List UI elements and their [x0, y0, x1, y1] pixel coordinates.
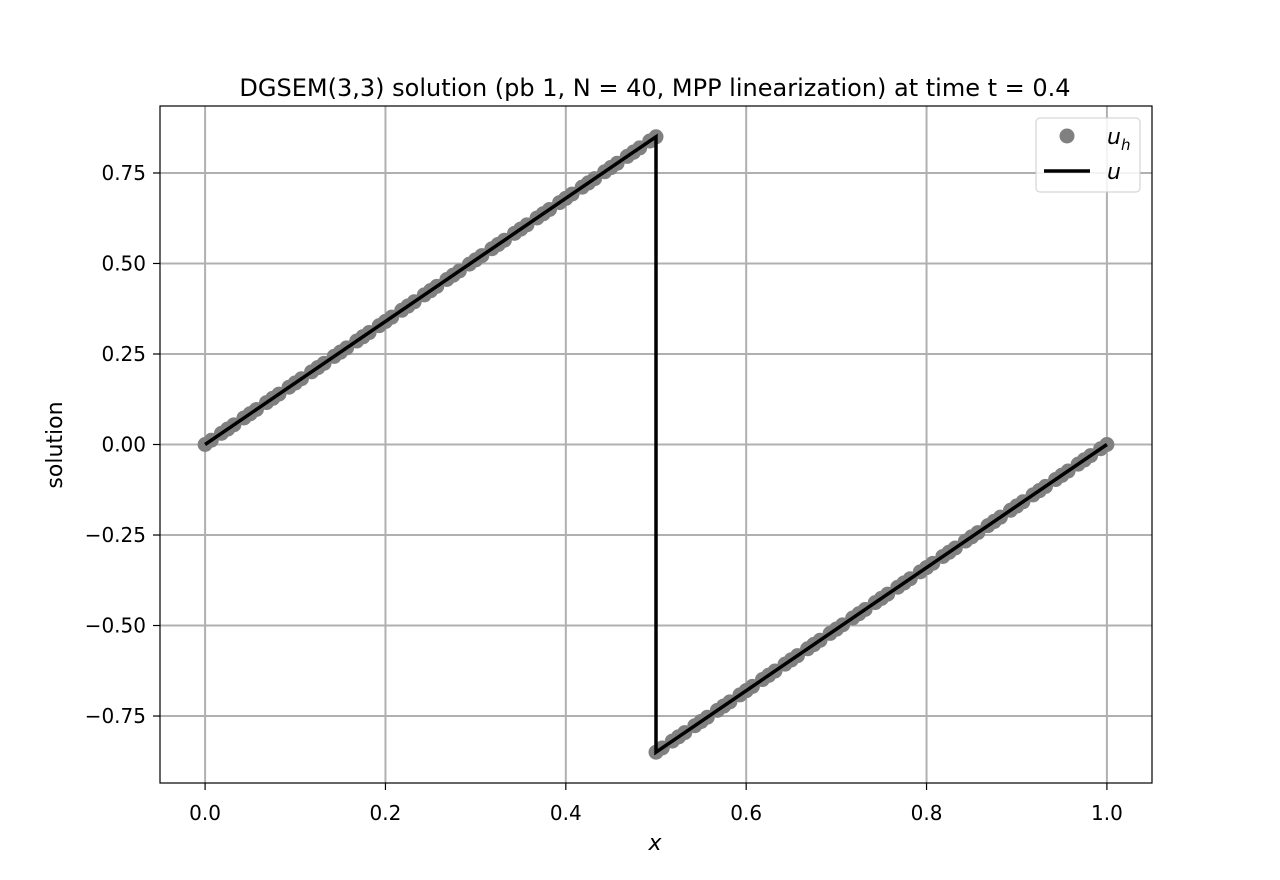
y-tick-label: 0.25: [101, 342, 146, 366]
y-axis-ticks: −0.75 −0.50 −0.25 0.00 0.25 0.50 0.75: [85, 161, 160, 728]
x-axis-label: x: [647, 831, 662, 856]
y-tick-label: −0.75: [85, 704, 146, 728]
x-tick-label: 0.2: [370, 801, 402, 825]
y-tick-label: 0.00: [101, 433, 146, 457]
x-tick-label: 0.6: [730, 801, 762, 825]
legend: uh u: [1035, 117, 1141, 193]
y-tick-label: −0.50: [85, 614, 146, 638]
series-u-line: [204, 133, 1108, 756]
x-tick-label: 0.8: [911, 801, 943, 825]
y-axis-label: solution: [43, 401, 68, 488]
x-tick-label: 1.0: [1091, 801, 1123, 825]
legend-marker-uh: [1059, 128, 1075, 144]
legend-box: [1035, 117, 1141, 193]
y-tick-label: −0.25: [85, 523, 146, 547]
x-axis-ticks: 0.0 0.2 0.4 0.6 0.8 1.0: [189, 783, 1123, 825]
legend-label-u: u: [1107, 160, 1121, 185]
x-tick-label: 0.4: [550, 801, 582, 825]
series-layer: [197, 129, 1115, 760]
chart-title: DGSEM(3,3) solution (pb 1, N = 40, MPP l…: [239, 74, 1070, 102]
y-tick-label: 0.75: [101, 161, 146, 185]
legend-label-uh: uh: [1107, 125, 1130, 154]
y-tick-label: 0.50: [101, 251, 146, 275]
x-tick-label: 0.0: [189, 801, 221, 825]
